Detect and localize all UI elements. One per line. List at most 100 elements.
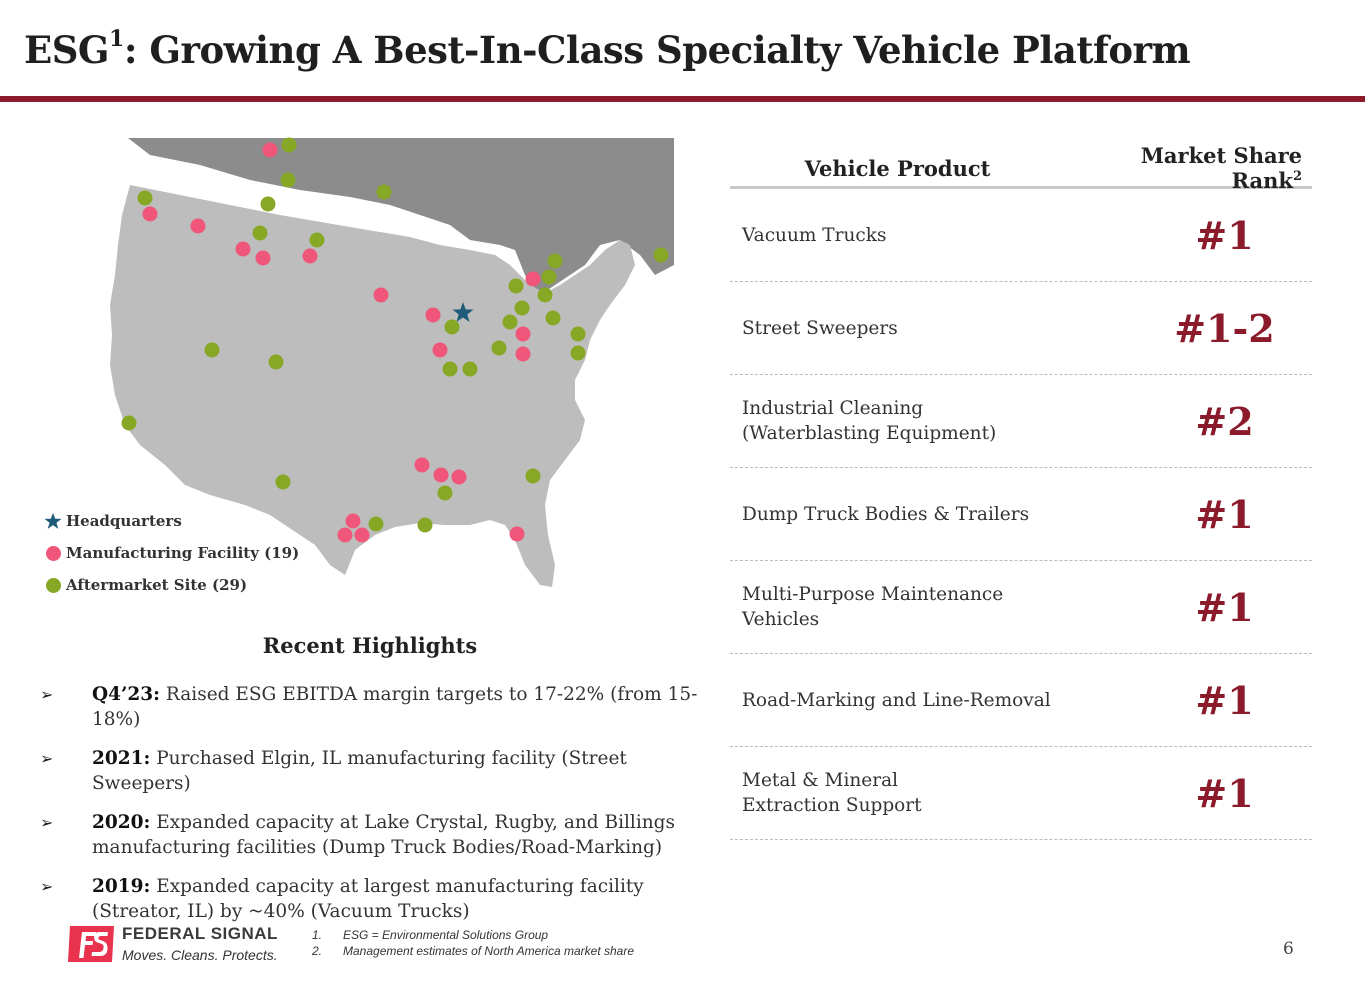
arrow-bullet-icon: ➢: [40, 877, 54, 896]
rank-value: #1: [1195, 770, 1254, 816]
footnote: 2. Management estimates of North America …: [312, 944, 635, 958]
usa-region: [110, 185, 635, 587]
title-block: ESG1: Growing A Best-In-Class Specialty …: [24, 26, 1191, 72]
pink-dot-icon: [46, 545, 61, 561]
legend-aftermarket-label: Aftermarket Site (29): [66, 576, 248, 594]
manufacturing-facility-marker: [142, 206, 158, 222]
manufacturing-facility-marker: [302, 248, 318, 264]
facility-markers: [121, 137, 669, 543]
rank-value: #1: [1195, 677, 1254, 723]
manufacturing-facility-marker: [345, 513, 361, 529]
aftermarket-site-marker: [545, 310, 561, 326]
manufacturing-facility-marker: [337, 527, 353, 543]
legend-manufacturing: Manufacturing Facility (19): [44, 537, 299, 569]
manufacturing-facility-marker: [190, 218, 206, 234]
canada-region: [128, 138, 674, 295]
legend-manufacturing-label: Manufacturing Facility (19): [66, 544, 300, 562]
manufacturing-facility-marker: [433, 467, 449, 483]
aftermarket-site-marker: [368, 516, 384, 532]
logo-name: FEDERAL SIGNAL: [122, 924, 278, 943]
federal-signal-logo: FEDERAL SIGNAL Moves. Cleans. Protects.: [66, 922, 278, 966]
star-icon: [44, 512, 62, 529]
product-name: Road-Marking and Line-Removal: [742, 689, 1051, 711]
aftermarket-site-marker: [514, 300, 530, 316]
footnotes: 1. ESG = Environmental Solutions Group 2.…: [312, 927, 634, 959]
north-america-map: [110, 137, 674, 587]
manufacturing-facility-marker: [414, 457, 430, 473]
aftermarket-site-marker: [275, 474, 291, 490]
aftermarket-site-marker: [491, 340, 507, 356]
page-title: ESG1: Growing A Best-In-Class Specialty …: [24, 26, 1191, 72]
aftermarket-site-marker: [281, 137, 297, 153]
product-name: Metal & Mineral Extraction Support: [742, 770, 922, 816]
table-row: Vacuum Trucks #1: [730, 189, 1312, 282]
page-number: 6: [1283, 939, 1294, 959]
aftermarket-site-marker: [137, 190, 153, 206]
aftermarket-site-marker: [653, 247, 669, 263]
manufacturing-facility-marker: [235, 241, 251, 257]
product-name: Vacuum Trucks: [742, 224, 887, 246]
header-vehicle-product: Vehicle Product: [804, 155, 991, 181]
rank-value: #1-2: [1174, 305, 1275, 351]
highlight-item: ➢ 2020: Expanded capacity at Lake Crysta…: [40, 812, 676, 858]
manufacturing-facility-marker: [354, 527, 370, 543]
manufacturing-facility-marker: [425, 307, 441, 323]
manufacturing-facility-marker: [373, 287, 389, 303]
green-dot-icon: [46, 577, 61, 593]
manufacturing-facility-marker: [515, 346, 531, 362]
legend-headquarters-label: Headquarters: [66, 512, 182, 530]
manufacturing-facility-marker: [509, 526, 525, 542]
highlights-list: ➢ Q4’23: Raised ESG EBITDA margin target…: [40, 682, 730, 938]
manufacturing-facility-marker: [451, 469, 467, 485]
legend-headquarters: Headquarters: [44, 505, 299, 537]
highlights-title: Recent Highlights: [262, 633, 478, 658]
rank-value: #1: [1195, 212, 1254, 258]
legend-aftermarket: Aftermarket Site (29): [44, 569, 299, 601]
table-row: Dump Truck Bodies & Trailers #1: [730, 468, 1312, 561]
fs-logo-icon: [68, 926, 114, 962]
footnote: 1. ESG = Environmental Solutions Group: [312, 928, 549, 942]
aftermarket-site-marker: [417, 517, 433, 533]
manufacturing-facility-marker: [262, 142, 278, 158]
rank-value: #1: [1195, 584, 1254, 630]
aftermarket-site-marker: [268, 354, 284, 370]
aftermarket-site-marker: [204, 342, 220, 358]
aftermarket-site-marker: [541, 269, 557, 285]
map-legend: Headquarters Manufacturing Facility (19)…: [44, 505, 299, 601]
table-row: Street Sweepers #1-2: [730, 282, 1312, 375]
rank-value: #2: [1195, 398, 1254, 444]
arrow-bullet-icon: ➢: [40, 685, 54, 704]
arrow-bullet-icon: ➢: [40, 813, 54, 832]
table-row: Road-Marking and Line-Removal #1: [730, 654, 1312, 747]
aftermarket-site-marker: [280, 172, 296, 188]
header-market-share-rank: Market Share Rank2: [1140, 143, 1302, 193]
aftermarket-site-marker: [442, 361, 458, 377]
manufacturing-facility-marker: [515, 326, 531, 342]
manufacturing-facility-marker: [255, 250, 271, 266]
product-name: Multi-Purpose Maintenance Vehicles: [742, 584, 1004, 630]
title-divider: [0, 96, 1365, 102]
rank-value: #1: [1195, 491, 1254, 537]
aftermarket-site-marker: [570, 345, 586, 361]
aftermarket-site-marker: [462, 361, 478, 377]
aftermarket-site-marker: [502, 314, 518, 330]
aftermarket-site-marker: [121, 415, 137, 431]
highlight-item: ➢ 2021: Purchased Elgin, IL manufacturin…: [40, 748, 627, 794]
aftermarket-site-marker: [547, 253, 563, 269]
highlight-item: ➢ Q4’23: Raised ESG EBITDA margin target…: [40, 684, 698, 730]
manufacturing-facility-marker: [432, 342, 448, 358]
aftermarket-site-marker: [437, 485, 453, 501]
product-name: Industrial Cleaning (Waterblasting Equip…: [742, 398, 997, 444]
table-row: Metal & Mineral Extraction Support #1: [730, 747, 1312, 840]
manufacturing-facility-marker: [525, 271, 541, 287]
highlight-item: ➢ 2019: Expanded capacity at largest man…: [40, 876, 644, 922]
aftermarket-site-marker: [260, 196, 276, 212]
aftermarket-site-marker: [252, 225, 268, 241]
logo-tagline: Moves. Cleans. Protects.: [122, 947, 278, 963]
aftermarket-site-marker: [570, 326, 586, 342]
product-name: Dump Truck Bodies & Trailers: [742, 503, 1030, 525]
table-row: Industrial Cleaning (Waterblasting Equip…: [730, 375, 1312, 468]
product-name: Street Sweepers: [742, 317, 898, 339]
aftermarket-site-marker: [525, 468, 541, 484]
aftermarket-site-marker: [309, 232, 325, 248]
